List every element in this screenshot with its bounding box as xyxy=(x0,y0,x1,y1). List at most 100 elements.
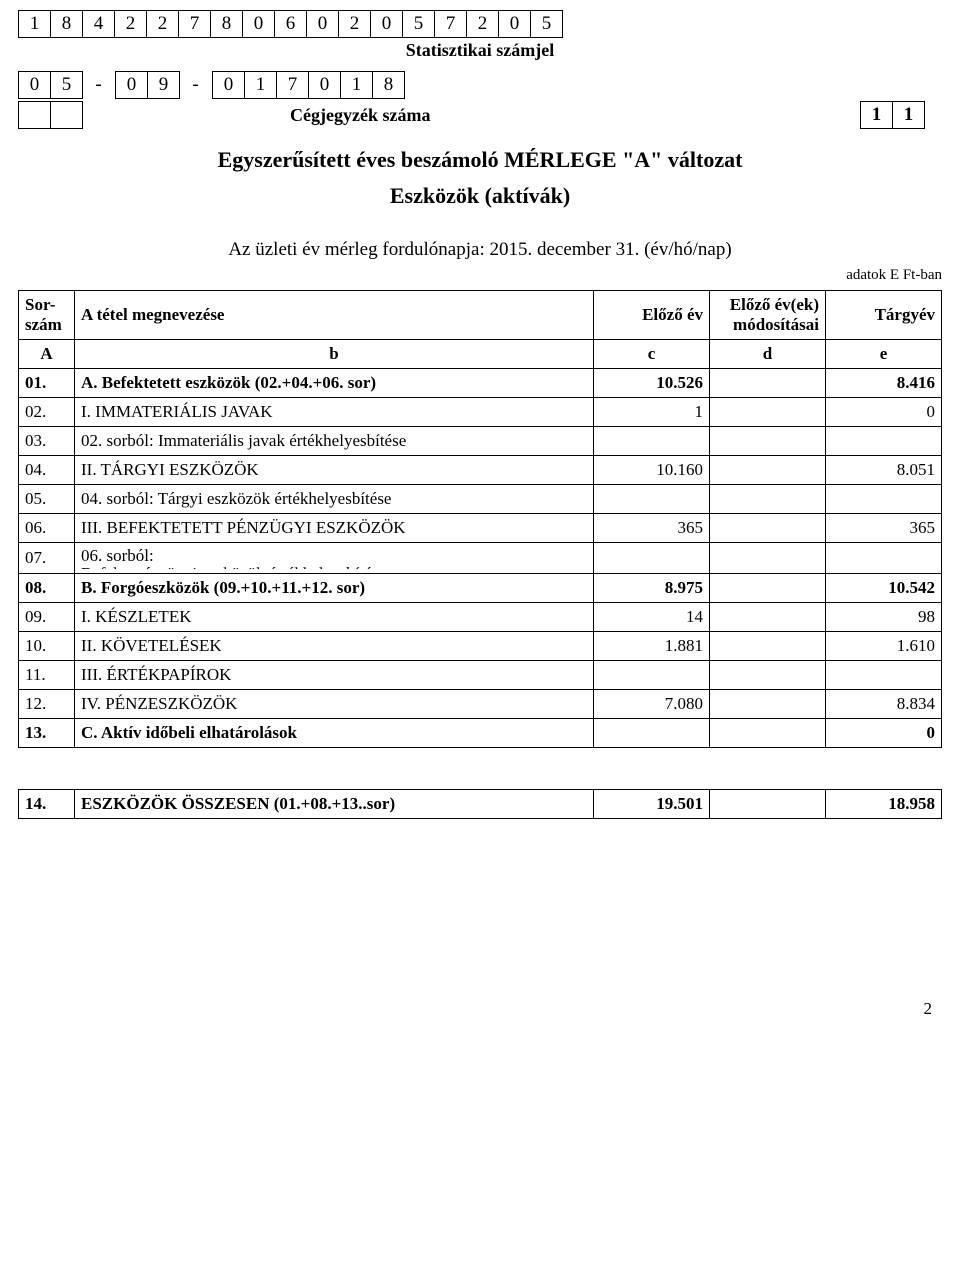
stat-id-cell: 0 xyxy=(306,10,339,38)
col-c: c xyxy=(594,340,710,369)
reg-no-cell: 0 xyxy=(308,71,341,99)
cell: III. ÉRTÉKPAPÍROK xyxy=(75,661,594,690)
cell: A. Befektetett eszközök (02.+04.+06. sor… xyxy=(75,369,594,398)
cell: 09. xyxy=(19,603,75,632)
cell xyxy=(710,543,826,574)
balance-sheet-table: Sor- szám A tétel megnevezése Előző év E… xyxy=(18,290,942,819)
table-row: 14.ESZKÖZÖK ÖSSZESEN (01.+08.+13..sor)19… xyxy=(19,790,942,819)
reg-no-cell: 0 xyxy=(212,71,245,99)
reg-no-cell: - xyxy=(179,74,212,96)
cell: 05. xyxy=(19,485,75,514)
table-row: 02.I. IMMATERIÁLIS JAVAK10 xyxy=(19,398,942,427)
empty-box xyxy=(18,101,51,129)
cell: 8.051 xyxy=(826,456,942,485)
section-title: Eszközök (aktívák) xyxy=(18,183,942,209)
reg-no-label: Cégjegyzék száma xyxy=(82,105,430,126)
cell xyxy=(594,485,710,514)
stat-id-cell: 7 xyxy=(178,10,211,38)
cell xyxy=(710,790,826,819)
stat-id-label: Statisztikai számjel xyxy=(18,40,942,61)
cell xyxy=(710,514,826,543)
stat-id-cell: 2 xyxy=(114,10,147,38)
stat-id-cell: 0 xyxy=(498,10,531,38)
stat-id-cell: 2 xyxy=(146,10,179,38)
cell: II. KÖVETELÉSEK xyxy=(75,632,594,661)
stat-id-row: 18422780602057205 xyxy=(18,10,942,38)
cell: 07. xyxy=(19,543,75,574)
cell: 11. xyxy=(19,661,75,690)
spacer-row xyxy=(19,748,942,790)
cell xyxy=(710,632,826,661)
table-row: 08.B. Forgóeszközök (09.+10.+11.+12. sor… xyxy=(19,574,942,603)
cell: 7.080 xyxy=(594,690,710,719)
cell: 08. xyxy=(19,574,75,603)
stat-id-cell: 0 xyxy=(370,10,403,38)
cell: 0 xyxy=(826,398,942,427)
cell: 14. xyxy=(19,790,75,819)
cell xyxy=(710,369,826,398)
cell: III. BEFEKTETETT PÉNZÜGYI ESZKÖZÖK xyxy=(75,514,594,543)
table-row: 05.04. sorból: Tárgyi eszközök értékhely… xyxy=(19,485,942,514)
cell xyxy=(826,661,942,690)
stat-id-cell: 0 xyxy=(242,10,275,38)
cell: IV. PÉNZESZKÖZÖK xyxy=(75,690,594,719)
stat-id-cell: 2 xyxy=(338,10,371,38)
cell: 10.160 xyxy=(594,456,710,485)
cell: 04. xyxy=(19,456,75,485)
cell: 06. xyxy=(19,514,75,543)
table-row: 01.A. Befektetett eszközök (02.+04.+06. … xyxy=(19,369,942,398)
stat-id-cell: 5 xyxy=(402,10,435,38)
cell xyxy=(594,543,710,574)
cell: 10.526 xyxy=(594,369,710,398)
cell: 14 xyxy=(594,603,710,632)
stat-id-cell: 8 xyxy=(210,10,243,38)
cell: 13. xyxy=(19,719,75,748)
cell: 8.975 xyxy=(594,574,710,603)
cell xyxy=(710,485,826,514)
col-elozo: Előző év xyxy=(594,291,710,340)
reg-no-cell: 5 xyxy=(50,71,83,99)
table-row: 06.III. BEFEKTETETT PÉNZÜGYI ESZKÖZÖK365… xyxy=(19,514,942,543)
cell: 10.542 xyxy=(826,574,942,603)
stat-id-cell: 8 xyxy=(50,10,83,38)
stat-id-cell: 2 xyxy=(466,10,499,38)
reg-no-cell: 0 xyxy=(18,71,51,99)
cell: 12. xyxy=(19,690,75,719)
cell: B. Forgóeszközök (09.+10.+11.+12. sor) xyxy=(75,574,594,603)
cell xyxy=(826,427,942,456)
reg-no-cell: 1 xyxy=(340,71,373,99)
cell: 1.881 xyxy=(594,632,710,661)
col-targy: Tárgyév xyxy=(826,291,942,340)
table-row: 09.I. KÉSZLETEK1498 xyxy=(19,603,942,632)
page-number-boxes: 11 xyxy=(860,101,924,129)
stat-id-cell: 5 xyxy=(530,10,563,38)
reg-no-cell: 9 xyxy=(147,71,180,99)
cell xyxy=(594,661,710,690)
cell: 8.834 xyxy=(826,690,942,719)
table-row: 04.II. TÁRGYI ESZKÖZÖK10.1608.051 xyxy=(19,456,942,485)
cell: 10. xyxy=(19,632,75,661)
cell: 1.610 xyxy=(826,632,942,661)
stat-id-cell: 4 xyxy=(82,10,115,38)
page-box-cell: 1 xyxy=(892,101,925,129)
cell xyxy=(826,543,942,574)
empty-box xyxy=(50,101,83,129)
cell: 19.501 xyxy=(594,790,710,819)
col-e: e xyxy=(826,340,942,369)
table-row: 11.III. ÉRTÉKPAPÍROK xyxy=(19,661,942,690)
cell: 02. xyxy=(19,398,75,427)
stat-id-cell: 1 xyxy=(18,10,51,38)
cell xyxy=(710,661,826,690)
col-b: b xyxy=(75,340,594,369)
col-a: A xyxy=(19,340,75,369)
page-box-cell: 1 xyxy=(860,101,893,129)
col-sor: Sor- szám xyxy=(19,291,75,340)
cell: 8.416 xyxy=(826,369,942,398)
cell: 0 xyxy=(826,719,942,748)
col-megnev: A tétel megnevezése xyxy=(75,291,594,340)
cell xyxy=(710,398,826,427)
reg-no-row: 05-09-017018 xyxy=(18,71,942,99)
cell: C. Aktív időbeli elhatárolások xyxy=(75,719,594,748)
cell: 365 xyxy=(594,514,710,543)
table-row: 03.02. sorból: Immateriális javak értékh… xyxy=(19,427,942,456)
